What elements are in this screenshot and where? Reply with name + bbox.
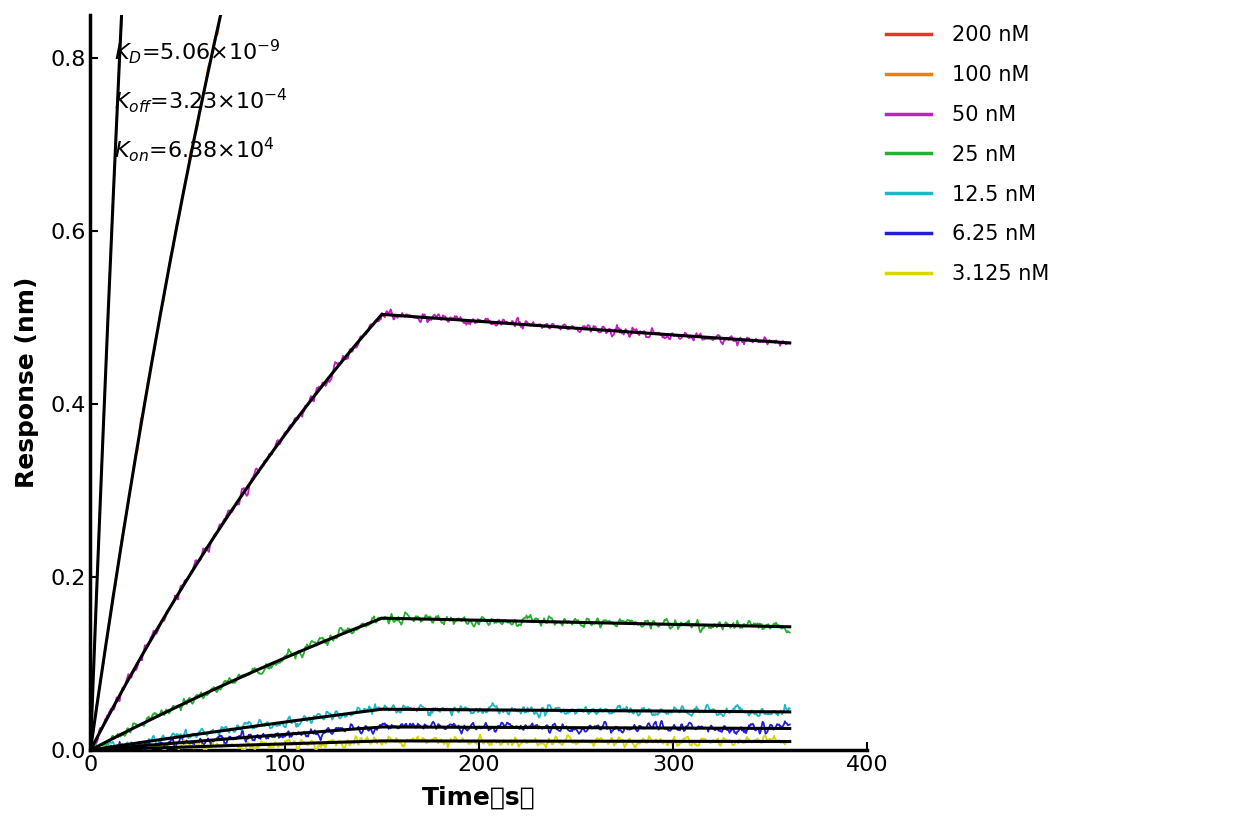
Text: $K_D$=5.06×10$^{-9}$
$K_{off}$=3.23×10$^{-4}$
$K_{on}$=6.38×10$^{4}$: $K_D$=5.06×10$^{-9}$ $K_{off}$=3.23×10$^…	[114, 37, 288, 164]
X-axis label: Time（s）: Time（s）	[422, 786, 536, 810]
Legend: 200 nM, 100 nM, 50 nM, 25 nM, 12.5 nM, 6.25 nM, 3.125 nM: 200 nM, 100 nM, 50 nM, 25 nM, 12.5 nM, 6…	[885, 26, 1049, 284]
Y-axis label: Response (nm): Response (nm)	[15, 277, 38, 488]
